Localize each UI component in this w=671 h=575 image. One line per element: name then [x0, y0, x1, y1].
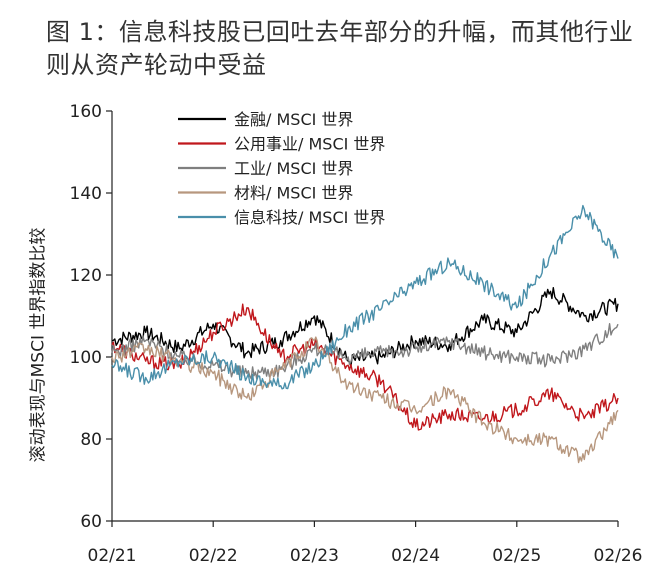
legend-label: 信息科技/ MSCI 世界 — [234, 208, 385, 227]
legend-label: 公用事业/ MSCI 世界 — [234, 135, 385, 154]
x-tick-label: 02/22 — [189, 546, 238, 566]
y-tick-label: 100 — [70, 348, 102, 368]
y-tick-label: 160 — [70, 102, 102, 122]
series-layer — [111, 204, 619, 464]
y-tick-label: 80 — [80, 430, 102, 450]
legend-label: 工业/ MSCI 世界 — [234, 159, 353, 178]
series-line-2 — [111, 303, 619, 431]
axes: 60 80 100 120 140 160 02/21 02/22 02/23 02/24 02/2… — [70, 102, 643, 566]
x-tick-label: 02/23 — [290, 546, 339, 566]
x-tick-label: 02/26 — [594, 546, 643, 566]
series-line-4 — [111, 336, 619, 464]
y-tick-label: 120 — [70, 266, 102, 286]
x-tick-label: 02/21 — [88, 546, 137, 566]
chart-title: 图 1：信息科技股已回吐去年部分的升幅，而其他行业则从资产轮动中受益 — [46, 18, 634, 79]
series-line-1 — [111, 287, 619, 368]
legend-label: 金融/ MSCI 世界 — [234, 110, 353, 129]
series-line-5 — [111, 204, 619, 390]
y-tick-label: 60 — [80, 512, 102, 532]
x-tick-label: 02/25 — [492, 546, 541, 566]
legend-label: 材料/ MSCI 世界 — [234, 184, 353, 203]
y-tick-label: 140 — [70, 184, 102, 204]
series-line-3 — [111, 323, 619, 380]
x-tick-label: 02/24 — [391, 546, 440, 566]
